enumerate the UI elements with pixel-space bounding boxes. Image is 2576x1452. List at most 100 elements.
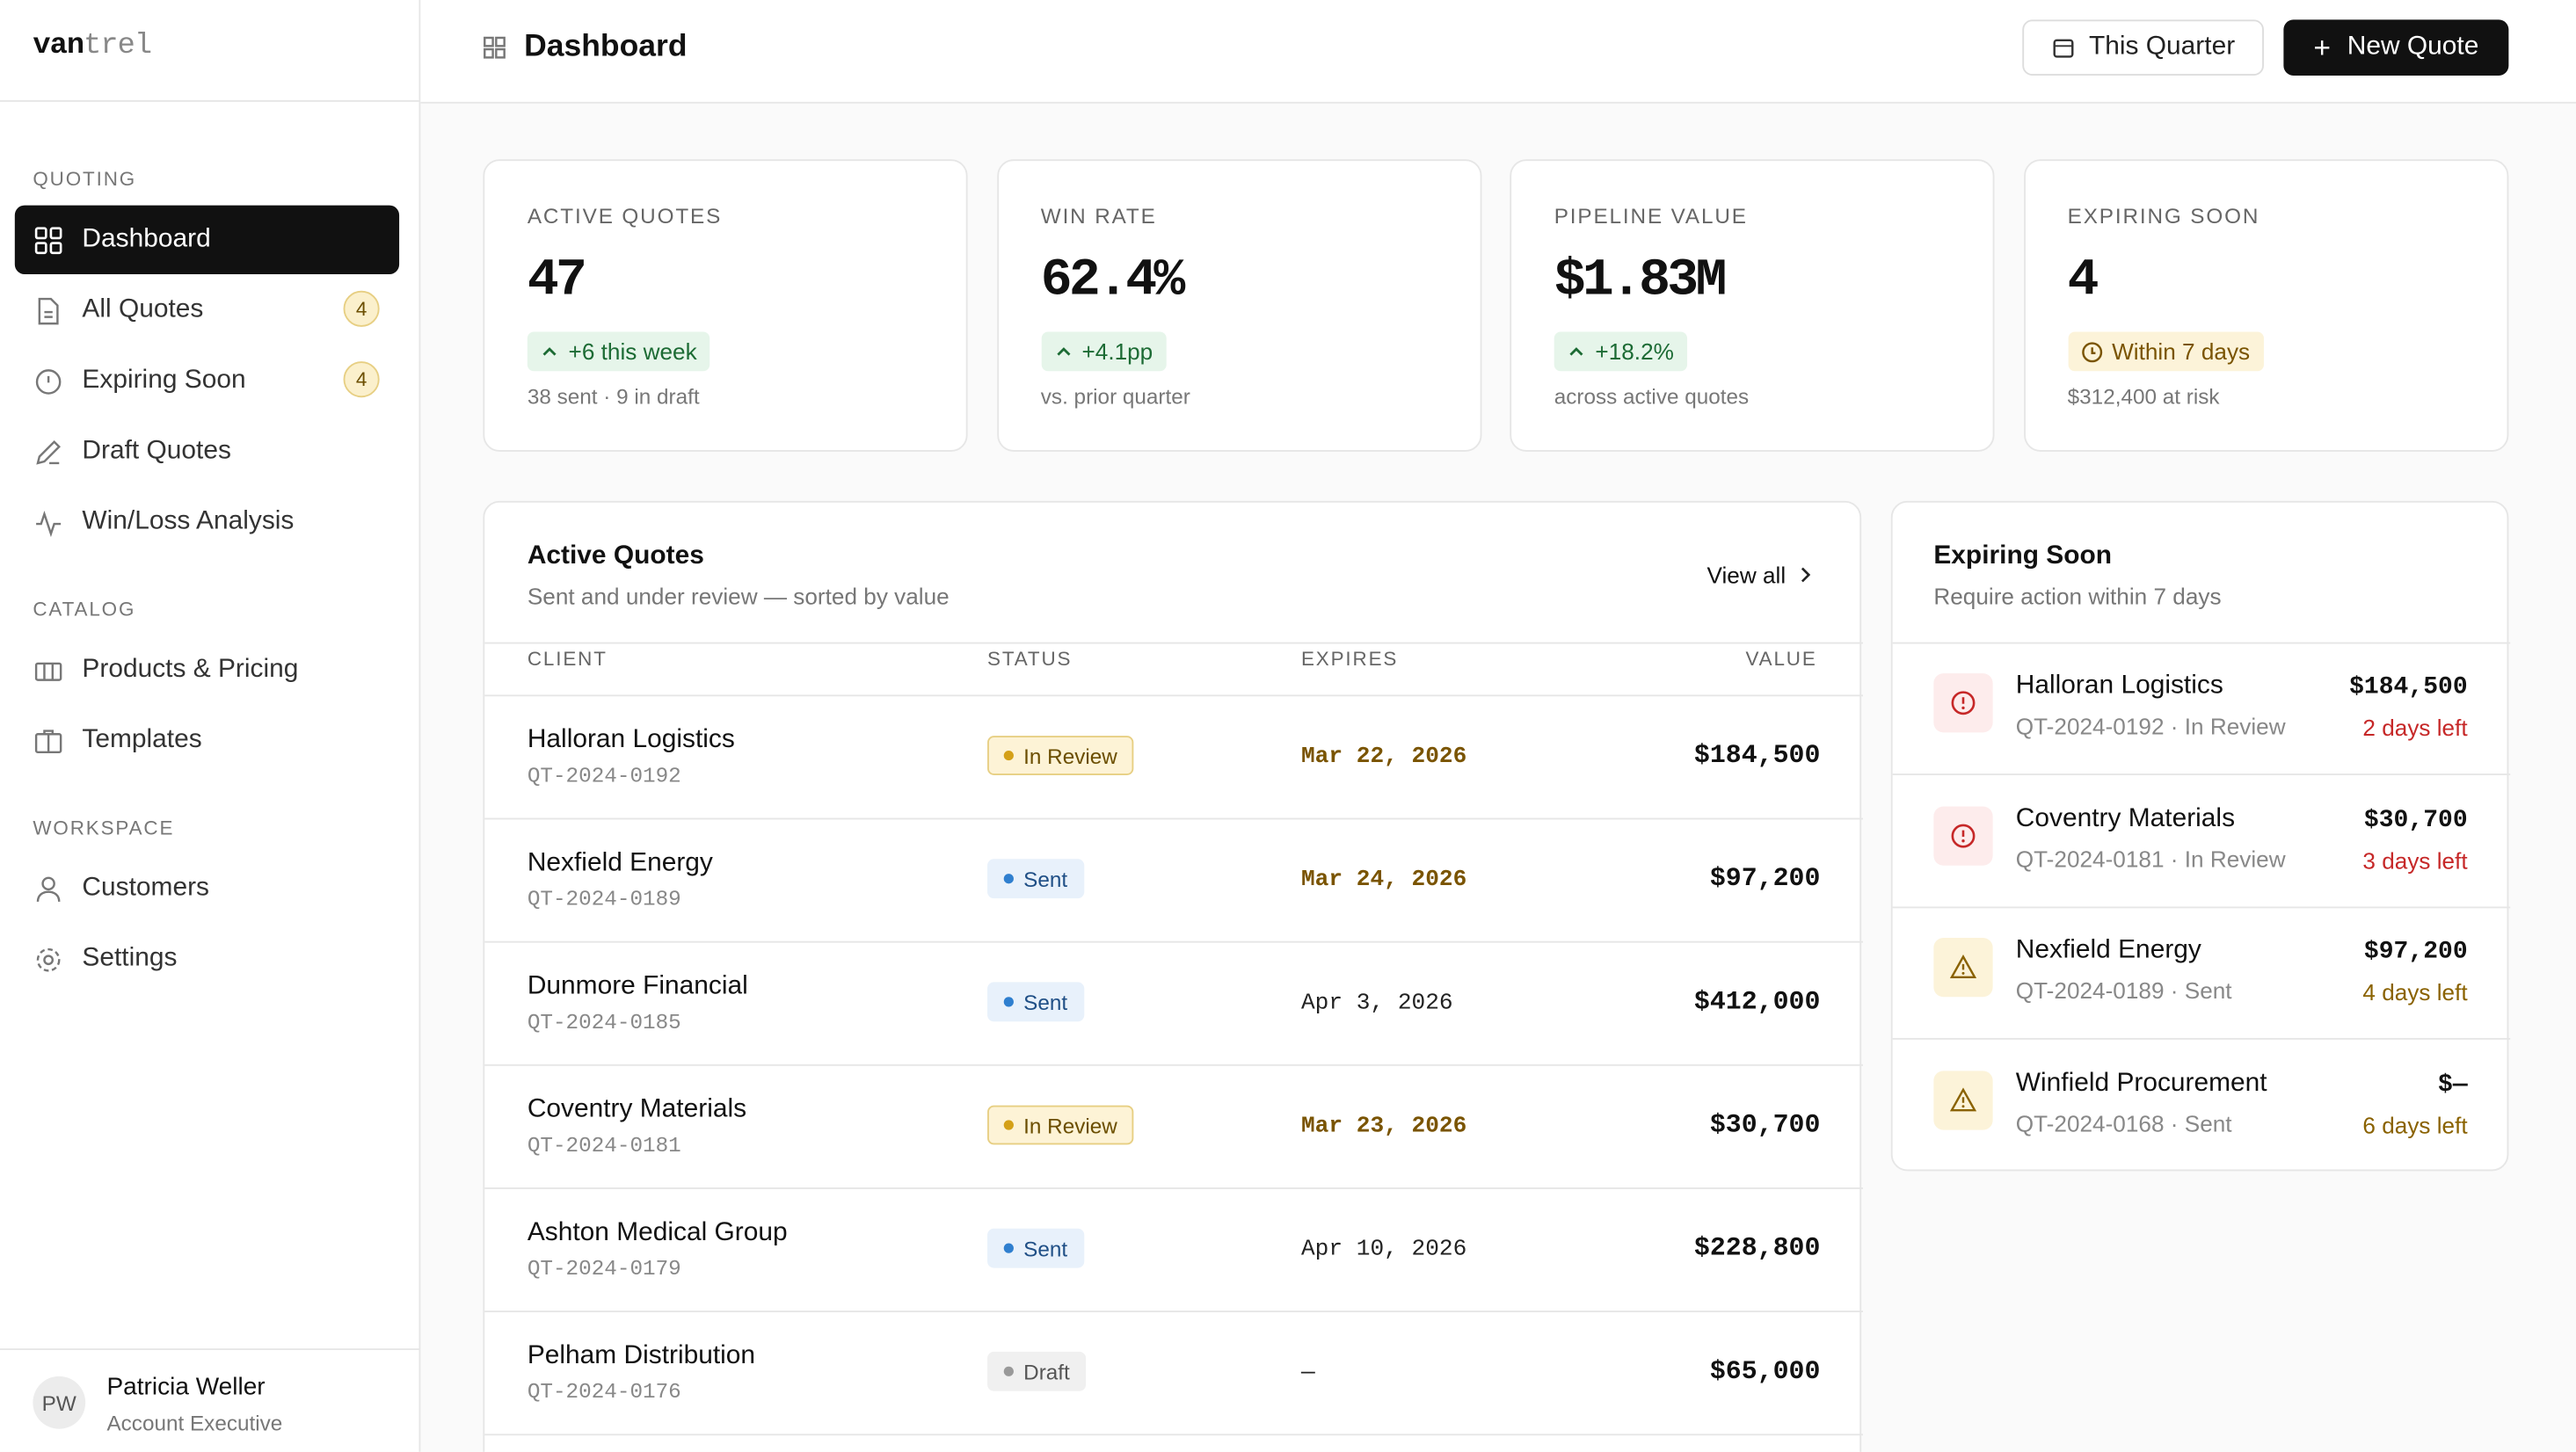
card-subtitle: Sent and under review — sorted by value bbox=[527, 583, 950, 610]
expires: Mar 22, 2026 bbox=[1300, 744, 1467, 771]
view-all[interactable]: View all bbox=[1706, 562, 1815, 588]
nav-item[interactable]: Customers bbox=[15, 854, 399, 923]
level-icon bbox=[1933, 673, 1993, 733]
quote-row[interactable]: Pelham Distribution QT-2024-0176 Draft — $65… bbox=[484, 1312, 1864, 1436]
status-badge: In Review bbox=[987, 1105, 1134, 1145]
days-left: 2 days left bbox=[2362, 714, 2468, 741]
quote-value: $184,500 bbox=[1693, 740, 1821, 771]
level-icon bbox=[1933, 937, 1993, 998]
nav-item[interactable]: Templates bbox=[15, 707, 399, 775]
kpi-card: EXPIRING SOON 4 Within 7 days $312,400 at r… bbox=[2023, 159, 2508, 452]
kpi-note: $312,400 at risk bbox=[2067, 384, 2220, 410]
client-name: Nexfield Energy bbox=[2015, 936, 2201, 964]
quote-row[interactable]: Halloran Logistics QT-2024-0192 In Review M… bbox=[484, 696, 1864, 820]
nav-label: Products & Pricing bbox=[82, 655, 299, 684]
status-text: Draft bbox=[1023, 1359, 1070, 1384]
client-name: Nexfield Energy bbox=[527, 849, 713, 877]
days-left: 3 days left bbox=[2362, 846, 2468, 874]
nav-label: Win/Loss Analysis bbox=[82, 507, 295, 536]
quote-value: $65,000 bbox=[1709, 1356, 1821, 1387]
label: New Quote bbox=[2347, 33, 2479, 62]
client-name: Dunmore Financial bbox=[527, 972, 748, 1000]
expiring-item[interactable]: Coventry Materials QT-2024-0181 · In Revi… bbox=[1892, 776, 2511, 908]
nav-item[interactable]: Draft Quotes bbox=[15, 417, 399, 486]
quote-meta: QT-2024-0181 · In Review bbox=[2015, 845, 2286, 872]
icon bbox=[35, 368, 62, 394]
expiring-item[interactable]: Halloran Logistics QT-2024-0192 · In Revi… bbox=[1892, 643, 2511, 775]
expiring-item[interactable]: Winfield Procurement QT-2024-0168 · Sent $… bbox=[1893, 1041, 2511, 1172]
kpi-delta: +4.1pp bbox=[1040, 331, 1167, 372]
topbar: Dashboard This Quarter + New Quote bbox=[420, 0, 2576, 104]
quote-row[interactable]: Coventry Materials QT-2024-0181 In Review M… bbox=[484, 1066, 1864, 1189]
icon bbox=[36, 510, 62, 537]
nav-label: Expiring Soon bbox=[82, 366, 246, 395]
delta-text: +4.1pp bbox=[1081, 338, 1153, 365]
expires: — bbox=[1300, 1360, 1315, 1387]
client-name: Halloran Logistics bbox=[527, 725, 735, 754]
expiring-item[interactable]: Nexfield Energy QT-2024-0189 · Sent $97,20… bbox=[1892, 908, 2511, 1040]
quote-id: QT-2024-0176 bbox=[527, 1379, 681, 1405]
active-quotes-card: Active Quotes Sent and under review — so… bbox=[483, 500, 1864, 1452]
icon bbox=[2081, 341, 2102, 362]
sidebar: vantrel QUOTING Dashboard All Quotes 4 Expir… bbox=[0, 0, 421, 1452]
divider bbox=[484, 694, 1864, 697]
brand-b: trel bbox=[84, 29, 152, 63]
kpi-delta: +6 this week bbox=[527, 331, 710, 372]
nav-item[interactable]: Expiring Soon 4 bbox=[15, 346, 399, 415]
new-quote-button[interactable]: + New Quote bbox=[2283, 19, 2509, 76]
status-dot bbox=[1003, 1243, 1014, 1253]
page-title: Dashboard bbox=[524, 29, 688, 64]
nav-label: Templates bbox=[82, 725, 202, 754]
status-badge: Sent bbox=[987, 1228, 1084, 1268]
column-header: CLIENT bbox=[527, 647, 608, 671]
kpi-delta: +18.2% bbox=[1554, 331, 1687, 372]
nav-badge: 4 bbox=[343, 361, 380, 398]
quote-row[interactable]: Ashton Medical Group QT-2024-0179 Sent Apr … bbox=[484, 1189, 1864, 1313]
client-name: Winfield Procurement bbox=[2015, 1068, 2267, 1097]
quote-value: $228,800 bbox=[1693, 1233, 1821, 1263]
card-title: Expiring Soon bbox=[1933, 541, 2113, 570]
expires: Mar 23, 2026 bbox=[1300, 1113, 1467, 1140]
nav-item[interactable]: Dashboard bbox=[14, 205, 400, 275]
icon bbox=[1950, 1086, 1976, 1111]
kpi-label: PIPELINE VALUE bbox=[1554, 203, 1748, 229]
kpi-card: WIN RATE 62.4% +4.1pp vs. prior quarter bbox=[996, 159, 1481, 452]
nav-badge: 4 bbox=[343, 290, 380, 327]
quote-value: $30,700 bbox=[1709, 1110, 1821, 1140]
plus-icon: + bbox=[2313, 30, 2332, 63]
icon bbox=[542, 347, 557, 356]
icon bbox=[1801, 567, 1811, 583]
expires: Mar 24, 2026 bbox=[1300, 867, 1467, 894]
status-text: Sent bbox=[1023, 866, 1068, 891]
nav-item[interactable]: Win/Loss Analysis bbox=[15, 488, 399, 556]
nav-item[interactable]: Products & Pricing bbox=[15, 635, 399, 704]
status-badge: In Review bbox=[987, 736, 1134, 775]
icon bbox=[484, 36, 506, 59]
kpi-label: EXPIRING SOON bbox=[2067, 203, 2260, 229]
status-dot bbox=[1003, 874, 1014, 884]
quote-value: $97,200 bbox=[1709, 863, 1821, 894]
period-button[interactable]: This Quarter bbox=[2022, 19, 2264, 76]
nav-item[interactable]: Settings bbox=[15, 925, 399, 993]
label: This Quarter bbox=[2089, 33, 2236, 62]
client-name: Pelham Distribution bbox=[527, 1341, 756, 1370]
icon bbox=[34, 661, 62, 680]
user-role: Account Executive bbox=[106, 1411, 283, 1436]
nav-label: Dashboard bbox=[82, 225, 211, 253]
quote-row[interactable]: Dunmore Financial QT-2024-0185 Sent Apr 3, … bbox=[484, 943, 1864, 1066]
brand: vantrel bbox=[33, 29, 152, 63]
client-name: Coventry Materials bbox=[527, 1095, 747, 1124]
nav-label: Customers bbox=[82, 874, 209, 902]
quote-row[interactable]: Nexfield Energy QT-2024-0189 Sent Mar 24, 2… bbox=[484, 819, 1864, 943]
nav-item[interactable]: All Quotes 4 bbox=[15, 276, 399, 345]
kpi-card: ACTIVE QUOTES 47 +6 this week 38 sent · 9 i… bbox=[483, 159, 968, 452]
quote-value: $184,500 bbox=[2349, 673, 2468, 701]
days-left: 6 days left bbox=[2362, 1111, 2468, 1138]
icon bbox=[34, 729, 62, 753]
quote-id: QT-2024-0192 bbox=[527, 763, 681, 788]
divider bbox=[0, 99, 419, 102]
icon bbox=[38, 296, 59, 324]
